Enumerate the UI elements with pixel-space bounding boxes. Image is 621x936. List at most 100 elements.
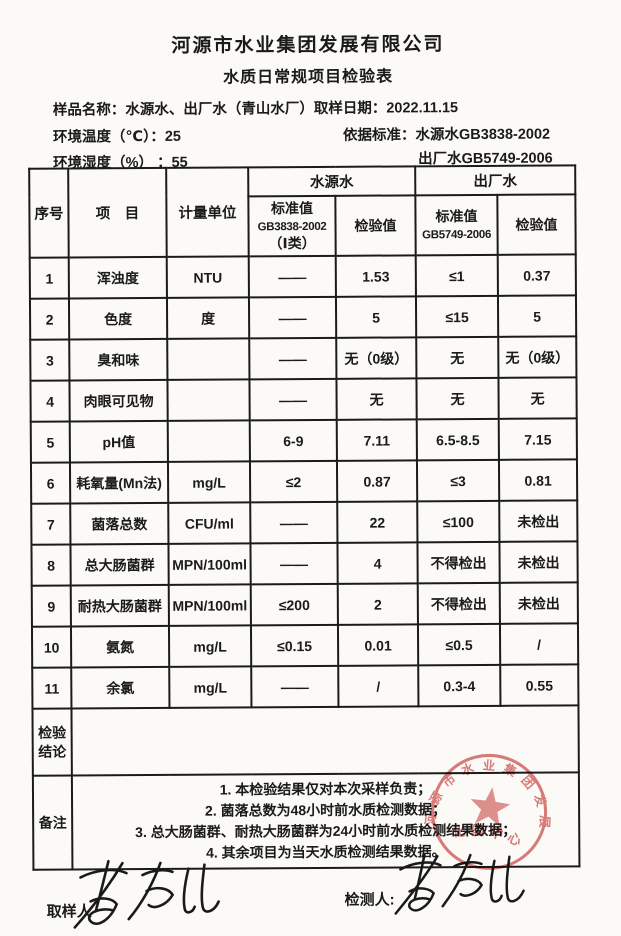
conclusion-label: 检验 结论 — [32, 708, 72, 776]
remarks-label: 备注 — [32, 775, 73, 870]
row-no: 7 — [31, 503, 71, 545]
row-no: 10 — [31, 626, 72, 668]
col-header-outgoing-standard: 标准值 GB5749-2006 — [415, 194, 498, 256]
row-unit: NTU — [166, 256, 249, 298]
document-title: 水质日常规项目检验表 — [223, 68, 394, 87]
company-seal-stamp: 河源市水业集团发展有限公司 化验中心 — [414, 737, 563, 870]
row-source-standard: —— — [251, 665, 339, 708]
row-item: 臭和味 — [69, 338, 168, 381]
conclusion-label-line2: 结论 — [38, 742, 67, 760]
row-outgoing-value: 未检出 — [499, 500, 578, 542]
row-unit: mg/L — [167, 461, 251, 503]
row-source-value: / — [338, 665, 419, 707]
row-unit: MPN/100ml — [168, 543, 251, 585]
row-outgoing-value: 7.15 — [498, 418, 577, 460]
row-item: 总大肠菌群 — [70, 543, 169, 586]
table-row: 2 色度 度 —— 5 ≤15 5 — [29, 295, 577, 340]
row-source-value: 7.11 — [336, 419, 417, 461]
row-unit: 度 — [166, 297, 250, 339]
svg-text:化验中心: 化验中心 — [449, 818, 529, 851]
row-no: 3 — [30, 339, 70, 381]
sampler-signature — [73, 859, 220, 929]
row-outgoing-value: 未检出 — [499, 582, 578, 624]
env-temperature: 环境温度（℃）：25 — [52, 128, 181, 146]
table-row: 5 pH值 6-9 7.11 6.5-8.5 7.15 — [30, 418, 577, 463]
row-source-standard: ≤0.15 — [250, 624, 339, 667]
row-outgoing-standard: 不得检出 — [417, 582, 500, 625]
row-item: 肉眼可见物 — [69, 379, 168, 422]
row-source-standard: ≤200 — [250, 583, 338, 626]
source-standard-line3: （Ⅰ类） — [268, 234, 316, 252]
table-group-header: 序号 项 目 计量单位 水源水 出厂水 — [29, 165, 576, 258]
row-outgoing-standard: ≤0.5 — [417, 623, 501, 666]
row-source-standard: ≤2 — [249, 460, 338, 503]
row-unit — [167, 379, 250, 421]
row-no: 5 — [30, 421, 70, 463]
row-item: 浑浊度 — [68, 256, 167, 299]
row-unit: MPN/100ml — [168, 584, 251, 626]
table-row: 8 总大肠菌群 MPN/100ml —— 4 不得检出 未检出 — [31, 541, 578, 586]
source-standard-line2: GB3838-2002 — [257, 221, 327, 234]
source-standard-line1: 标准值 — [270, 199, 313, 216]
row-outgoing-value: 无（0级） — [498, 336, 577, 378]
row-outgoing-standard: 6.5-8.5 — [416, 418, 499, 461]
group-header-outgoing-water: 出厂水 — [415, 165, 576, 196]
standard-reference-source: 依据标准：水源水GB3838-2002 — [342, 126, 551, 144]
row-no: 9 — [31, 585, 71, 627]
row-source-value: 无（0级） — [336, 337, 417, 379]
row-item: pH值 — [69, 420, 168, 463]
row-outgoing-standard: ≤100 — [417, 500, 500, 543]
row-source-standard: —— — [248, 296, 337, 339]
row-source-value: 22 — [337, 501, 418, 543]
row-outgoing-value: 无 — [498, 377, 577, 419]
table-row: 11 余氯 mg/L —— / 0.3-4 0.55 — [32, 664, 579, 709]
row-outgoing-value: / — [499, 623, 579, 665]
row-source-standard: —— — [248, 255, 336, 298]
row-source-standard: —— — [250, 501, 338, 544]
col-header-outgoing-value: 检验值 — [497, 194, 576, 255]
row-source-value: 5 — [335, 296, 417, 338]
table-row: 9 耐热大肠菌群 MPN/100ml ≤200 2 不得检出 未检出 — [31, 582, 578, 627]
conclusion-label-line1: 检验 — [38, 724, 67, 741]
row-no: 8 — [31, 544, 71, 586]
outgoing-standard-line1: 标准值 — [435, 207, 478, 224]
seal-star-icon — [470, 787, 511, 827]
row-no: 11 — [32, 667, 72, 709]
row-outgoing-standard: ≤1 — [415, 254, 498, 297]
row-outgoing-standard: 不得检出 — [417, 541, 500, 584]
row-source-standard: —— — [249, 378, 337, 421]
row-unit: mg/L — [169, 666, 252, 708]
row-source-value: 2 — [337, 583, 418, 625]
row-outgoing-standard: ≤15 — [415, 295, 499, 338]
table-row: 4 肉眼可见物 —— 无 无 无 — [30, 377, 577, 422]
table-row: 3 臭和味 —— 无（0级） 无 无（0级） — [30, 336, 577, 381]
row-outgoing-standard: 无 — [416, 377, 499, 420]
row-source-standard: —— — [249, 337, 337, 380]
sample-name-and-date: 样品名称：水源水、出厂水（青山水厂）取样日期：2022.11.15 — [52, 100, 459, 119]
row-no: 6 — [30, 462, 71, 504]
row-unit — [167, 338, 250, 380]
row-no: 2 — [29, 298, 70, 340]
col-header-source-standard: 标准值 GB3838-2002 （Ⅰ类） — [248, 195, 336, 257]
row-source-value: 0.87 — [336, 460, 418, 502]
row-unit: mg/L — [168, 625, 252, 667]
row-outgoing-value: 0.55 — [500, 664, 579, 706]
col-header-unit: 计量单位 — [166, 167, 249, 257]
row-outgoing-standard: 0.3-4 — [418, 664, 501, 707]
row-item: 菌落总数 — [70, 502, 169, 545]
table-row: 1 浑浊度 NTU —— 1.53 ≤1 0.37 — [29, 254, 576, 299]
row-outgoing-value: 5 — [497, 295, 577, 337]
company-title: 河源市水业集团发展有限公司 — [171, 34, 445, 57]
seal-center-text: 化验中心 — [449, 818, 529, 851]
row-item: 余氯 — [71, 666, 170, 709]
row-outgoing-value: 未检出 — [499, 541, 578, 583]
row-item: 氨氮 — [70, 625, 170, 668]
row-no: 4 — [30, 380, 70, 422]
row-source-standard: —— — [250, 542, 338, 585]
row-outgoing-standard: 无 — [416, 336, 499, 379]
col-header-source-value: 检验值 — [335, 195, 416, 256]
row-source-value: 无 — [336, 378, 417, 420]
row-source-value: 4 — [337, 542, 418, 584]
row-unit — [167, 420, 250, 462]
